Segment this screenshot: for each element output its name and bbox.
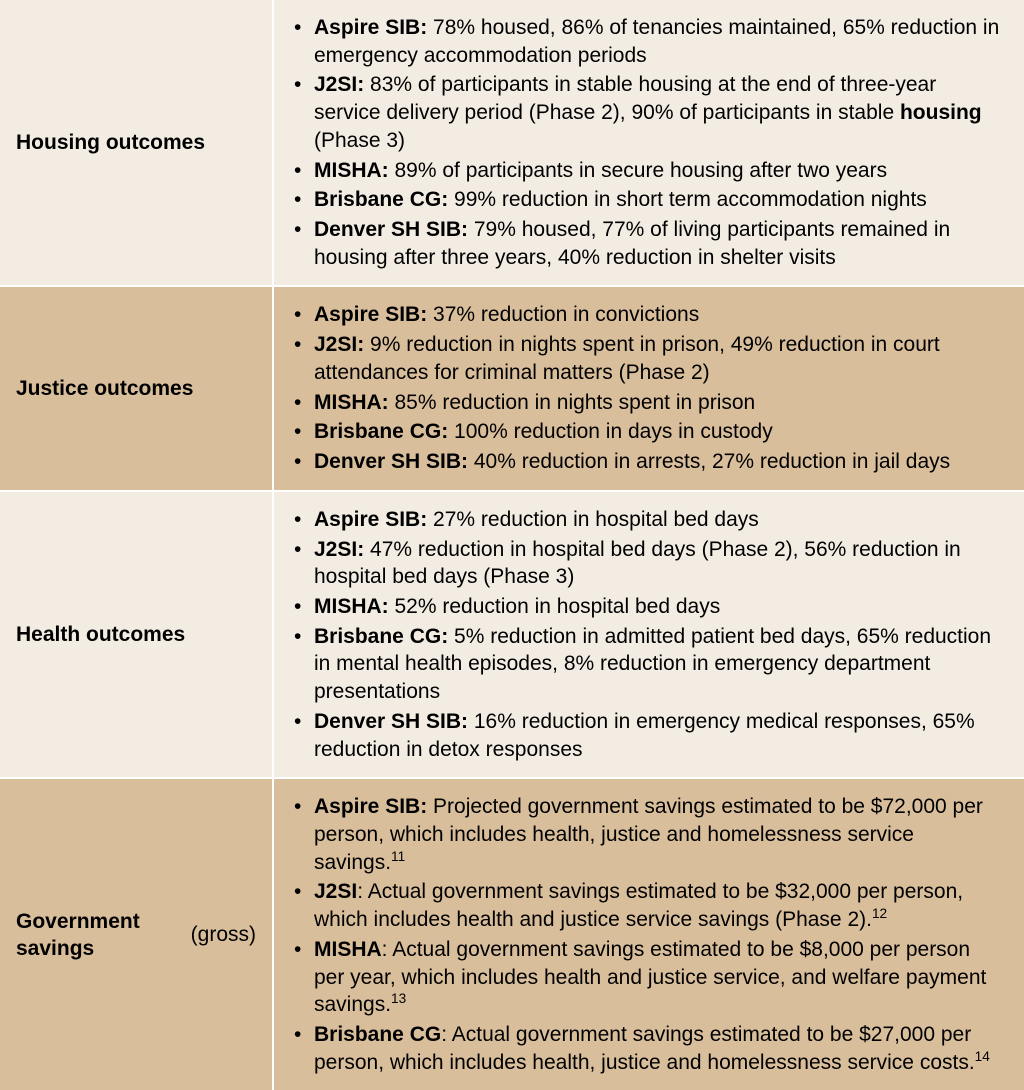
list-item: Brisbane CG: 5% reduction in admitted pa… xyxy=(284,623,1006,706)
list-item: MISHA: 85% reduction in nights spent in … xyxy=(284,389,1006,417)
table-row: Housing outcomes Aspire SIB: 78% housed, … xyxy=(0,0,1024,287)
list-item: MISHA: 89% of participants in secure hou… xyxy=(284,157,1006,185)
row-label-text: Government savings xyxy=(16,908,191,963)
item-text: 27% reduction in hospital bed days xyxy=(427,508,759,531)
program-name: Aspire SIB: xyxy=(314,795,427,818)
program-name: Brisbane CG: xyxy=(314,420,448,443)
list-item: MISHA: 52% reduction in hospital bed day… xyxy=(284,593,1006,621)
program-name: J2SI: xyxy=(314,333,364,356)
list-item: J2SI: 83% of participants in stable hous… xyxy=(284,71,1006,154)
row-label-text: Health outcomes xyxy=(16,621,185,648)
row-label: Justice outcomes xyxy=(0,287,274,489)
row-content: Aspire SIB: 78% housed, 86% of tenancies… xyxy=(274,0,1024,285)
program-name: Brisbane CG: xyxy=(314,188,448,211)
footnote-ref: 12 xyxy=(872,906,887,921)
list-item: J2SI: Actual government savings estimate… xyxy=(284,878,1006,933)
program-name: MISHA: xyxy=(314,391,389,414)
row-content: Aspire SIB: Projected government savings… xyxy=(274,779,1024,1090)
bullet-list: Aspire SIB: Projected government savings… xyxy=(284,793,1006,1076)
row-label: Housing outcomes xyxy=(0,0,274,285)
table-row: Health outcomes Aspire SIB: 27% reduction… xyxy=(0,492,1024,779)
footnote-ref: 14 xyxy=(975,1049,990,1064)
list-item: Aspire SIB: 27% reduction in hospital be… xyxy=(284,506,1006,534)
item-text: 85% reduction in nights spent in prison xyxy=(389,391,756,414)
item-text: Actual government savings estimated to b… xyxy=(314,880,963,931)
item-text: (Phase 3) xyxy=(314,129,405,152)
program-name: Aspire SIB: xyxy=(314,508,427,531)
table-row: Government savings (gross)Aspire SIB: Pr… xyxy=(0,779,1024,1090)
item-text: 9% reduction in nights spent in prison, … xyxy=(314,333,940,384)
footnote-ref: 11 xyxy=(391,849,405,864)
list-item: Denver SH SIB: 79% housed, 77% of living… xyxy=(284,216,1006,271)
row-content: Aspire SIB: 27% reduction in hospital be… xyxy=(274,492,1024,777)
list-item: Aspire SIB: 78% housed, 86% of tenancies… xyxy=(284,14,1006,69)
list-item: Brisbane CG: 100% reduction in days in c… xyxy=(284,418,1006,446)
program-name: MISHA: xyxy=(314,595,389,618)
item-text: 99% reduction in short term accommodatio… xyxy=(448,188,927,211)
list-item: J2SI: 47% reduction in hospital bed days… xyxy=(284,536,1006,591)
program-name: J2SI: xyxy=(314,73,364,96)
program-name: MISHA: xyxy=(314,159,389,182)
item-text: 40% reduction in arrests, 27% reduction … xyxy=(468,450,950,473)
list-item: Denver SH SIB: 16% reduction in emergenc… xyxy=(284,708,1006,763)
list-item: Aspire SIB: Projected government savings… xyxy=(284,793,1006,876)
program-name: MISHA xyxy=(314,938,382,961)
item-text-bold: housing xyxy=(900,101,982,124)
list-item: MISHA: Actual government savings estimat… xyxy=(284,936,1006,1019)
row-label: Government savings (gross) xyxy=(0,779,274,1090)
program-name: Brisbane CG: xyxy=(314,625,448,648)
program-name: Aspire SIB: xyxy=(314,16,427,39)
list-item: Aspire SIB: 37% reduction in convictions xyxy=(284,301,1006,329)
item-text: 47% reduction in hospital bed days (Phas… xyxy=(314,538,961,589)
list-item: Brisbane CG: 99% reduction in short term… xyxy=(284,186,1006,214)
list-item: Denver SH SIB: 40% reduction in arrests,… xyxy=(284,448,1006,476)
item-text: 52% reduction in hospital bed days xyxy=(389,595,721,618)
item-text: 89% of participants in secure housing af… xyxy=(389,159,887,182)
program-name: J2SI: xyxy=(314,538,364,561)
row-label: Health outcomes xyxy=(0,492,274,777)
item-text: 100% reduction in days in custody xyxy=(448,420,773,443)
row-label-text: Housing outcomes xyxy=(16,129,205,156)
program-name: Denver SH SIB: xyxy=(314,450,468,473)
outcomes-table: Housing outcomes Aspire SIB: 78% housed, … xyxy=(0,0,1024,1090)
table-row: Justice outcomes Aspire SIB: 37% reductio… xyxy=(0,287,1024,491)
bullet-list: Aspire SIB: 27% reduction in hospital be… xyxy=(284,506,1006,763)
item-text: Actual government savings estimated to b… xyxy=(314,938,986,1016)
program-name: Brisbane CG xyxy=(314,1023,441,1046)
program-name: J2SI xyxy=(314,880,357,903)
item-text: 37% reduction in convictions xyxy=(427,303,699,326)
footnote-ref: 13 xyxy=(391,991,406,1006)
program-name: Denver SH SIB: xyxy=(314,218,468,241)
list-item: Brisbane CG: Actual government savings e… xyxy=(284,1021,1006,1076)
row-label-text: Justice outcomes xyxy=(16,375,193,402)
row-label-suffix: (gross) xyxy=(191,921,256,948)
bullet-list: Aspire SIB: 78% housed, 86% of tenancies… xyxy=(284,14,1006,271)
bullet-list: Aspire SIB: 37% reduction in convictions… xyxy=(284,301,1006,475)
program-name: Aspire SIB: xyxy=(314,303,427,326)
list-item: J2SI: 9% reduction in nights spent in pr… xyxy=(284,331,1006,386)
row-content: Aspire SIB: 37% reduction in convictions… xyxy=(274,287,1024,489)
item-text: 83% of participants in stable housing at… xyxy=(314,73,936,124)
program-name: Denver SH SIB: xyxy=(314,710,468,733)
